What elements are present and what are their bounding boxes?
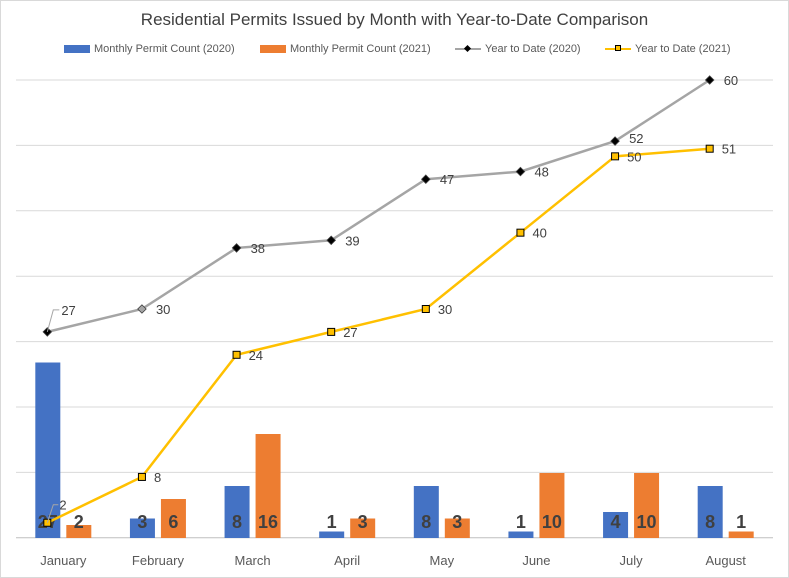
bar-2020 (35, 362, 61, 538)
bar-value-label-2021: 10 (637, 512, 657, 532)
marker-ytd-2021 (137, 472, 146, 481)
bar-2020 (129, 518, 155, 538)
bar-2021 (66, 525, 92, 538)
bar-2021 (350, 518, 376, 538)
bar-value-label-2021: 3 (452, 512, 462, 532)
marker-ytd-2020 (421, 174, 431, 185)
x-tick-label: May (430, 553, 455, 568)
line-ytd-2020 (47, 78, 711, 334)
ytd-2021-label: 40 (532, 226, 546, 241)
bar-value-label-2020: 8 (421, 512, 431, 532)
legend-swatch (64, 45, 90, 53)
bar-2021 (728, 531, 754, 538)
bar-2020 (413, 486, 439, 538)
bar-value-label-2020: 8 (705, 512, 715, 532)
marker-ytd-2021 (421, 305, 430, 313)
marker-ytd-2021 (611, 152, 620, 161)
ytd-2020-label: 52 (629, 131, 643, 146)
bar-value-label-2020: 1 (516, 512, 526, 532)
marker-ytd-2020 (515, 166, 526, 177)
ytd-2021-label: 8 (154, 470, 161, 485)
x-tick-label: June (522, 553, 550, 568)
legend-item-2020-bars: Monthly Permit Count (2020) (64, 43, 235, 55)
legend-item-2020-ytd: Year to Date (2020) (455, 43, 581, 55)
bar-value-label-2020: 3 (137, 512, 147, 532)
leader-line (46, 504, 59, 523)
legend-swatch (455, 44, 481, 54)
bar-value-label-2021: 16 (258, 512, 278, 532)
marker-ytd-2021 (705, 144, 714, 153)
legend-label: Year to Date (2021) (635, 43, 731, 55)
bar-value-label-2020: 1 (327, 512, 337, 532)
ytd-2021-label: 51 (722, 142, 736, 157)
bar-value-label-2021: 10 (542, 512, 562, 532)
ytd-2021-label: 27 (343, 325, 357, 340)
ytd-2021-label: 24 (249, 348, 263, 363)
bar-2020 (224, 486, 250, 538)
bar-value-label-2021: 3 (358, 512, 368, 532)
legend-swatch (260, 45, 286, 53)
ytd-2020-label: 39 (345, 233, 359, 248)
bar-2020 (508, 531, 534, 538)
x-tick-label: March (235, 553, 271, 568)
bar-2020 (319, 531, 345, 538)
marker-ytd-2021 (232, 350, 241, 359)
leader-line (46, 309, 60, 333)
ytd-2021-label: 50 (627, 149, 641, 164)
bar-2020 (697, 486, 723, 538)
chart-title: Residential Permits Issued by Month with… (140, 10, 649, 29)
marker-ytd-2021 (327, 327, 336, 336)
legend-label: Year to Date (2020) (485, 43, 581, 55)
bar-2021 (539, 473, 565, 538)
marker-ytd-2020 (610, 136, 620, 146)
ytd-2020-label: 47 (440, 172, 454, 187)
marker-ytd-2020 (704, 75, 715, 85)
x-tick-label: August (705, 553, 746, 568)
ytd-2021-label: 30 (438, 302, 452, 317)
line-ytd-2021 (46, 147, 710, 524)
marker-ytd-2021 (516, 228, 525, 237)
bar-value-label-2021: 1 (736, 512, 746, 532)
bar-2021 (634, 473, 660, 538)
x-tick-label: February (132, 553, 185, 568)
bar-value-label-2021: 6 (168, 512, 178, 532)
bar-2020 (603, 512, 629, 538)
ytd-2020-label: 38 (251, 241, 265, 256)
marker-ytd-2020 (326, 235, 336, 246)
ytd-2020-label: 48 (534, 165, 548, 180)
ytd-2021-label: 2 (59, 498, 66, 513)
legend-item-2021-ytd: Year to Date (2021) (605, 43, 731, 55)
marker-ytd-2020 (137, 304, 147, 314)
x-tick-label: January (40, 553, 87, 568)
bar-value-label-2021: 2 (74, 512, 84, 532)
x-tick-label: July (620, 553, 644, 568)
x-tick-label: April (334, 553, 360, 568)
legend-label: Monthly Permit Count (2021) (290, 43, 431, 55)
legend-label: Monthly Permit Count (2020) (94, 43, 235, 55)
bar-2021 (255, 434, 281, 538)
legend-swatch (605, 44, 631, 54)
bar-value-label-2020: 8 (232, 512, 242, 532)
ytd-2020-label: 60 (724, 73, 738, 88)
ytd-2020-label: 30 (156, 302, 170, 317)
ytd-2020-label: 27 (61, 303, 75, 318)
marker-ytd-2020 (231, 243, 242, 253)
bar-2021 (160, 499, 186, 538)
bar-value-label-2020: 4 (611, 512, 621, 532)
legend-item-2021-bars: Monthly Permit Count (2021) (260, 43, 431, 55)
bar-2021 (444, 518, 470, 538)
